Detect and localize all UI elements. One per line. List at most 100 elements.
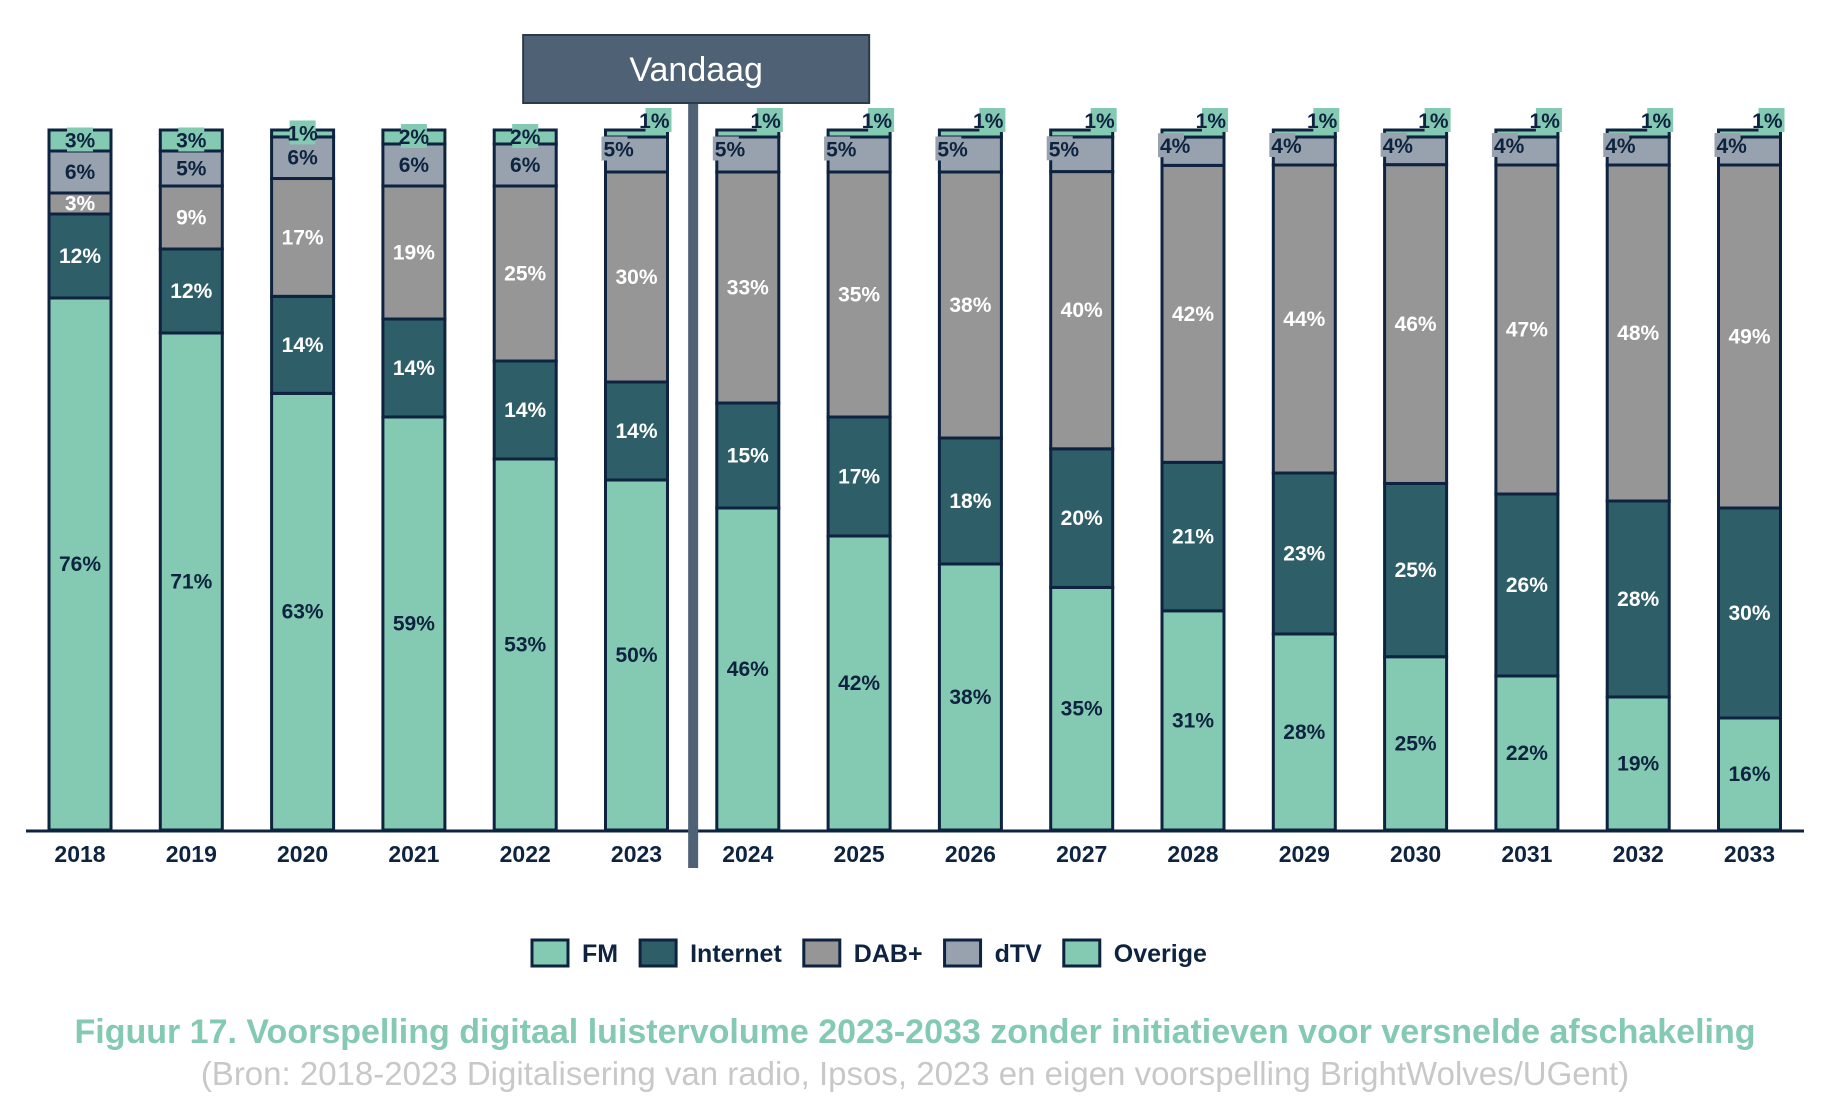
legend-swatch bbox=[1062, 938, 1102, 968]
x-tick-label: 2026 bbox=[945, 841, 996, 867]
data-label: 44% bbox=[1283, 308, 1325, 331]
data-label: 19% bbox=[1617, 753, 1659, 776]
legend-swatch bbox=[530, 938, 570, 968]
bar-segment-internet bbox=[1271, 471, 1337, 636]
data-label-bg bbox=[178, 127, 205, 152]
legend-label: FM bbox=[582, 940, 618, 968]
data-label-bg bbox=[1714, 133, 1741, 157]
data-label: 5% bbox=[715, 139, 746, 162]
bar-segment-fm bbox=[1605, 695, 1671, 832]
bar-segment-dabplus bbox=[1383, 163, 1449, 485]
x-tick-label: 2021 bbox=[388, 841, 439, 867]
data-label: 46% bbox=[1395, 313, 1437, 336]
bar-segment-dabplus bbox=[270, 177, 336, 298]
data-label: 30% bbox=[1728, 602, 1770, 625]
x-tick-label: 2033 bbox=[1724, 841, 1775, 867]
data-label-bg bbox=[289, 120, 316, 145]
data-label-bg bbox=[1380, 132, 1407, 157]
data-label-bg bbox=[1758, 108, 1785, 132]
bar-segment-internet bbox=[270, 294, 336, 395]
data-label: 4% bbox=[1160, 135, 1191, 158]
data-label: 25% bbox=[1395, 559, 1437, 582]
data-label: 53% bbox=[504, 634, 546, 657]
bar-segment-dabplus bbox=[1494, 163, 1560, 496]
data-label: 20% bbox=[1061, 507, 1103, 530]
data-label: 6% bbox=[510, 154, 541, 177]
data-label: 47% bbox=[1506, 319, 1548, 342]
data-label: 33% bbox=[727, 277, 769, 300]
data-label: 59% bbox=[393, 613, 435, 636]
data-label: 3% bbox=[65, 130, 96, 153]
data-label: 4% bbox=[1383, 135, 1414, 158]
data-label-bg bbox=[1491, 133, 1518, 157]
data-label: 6% bbox=[399, 154, 430, 177]
data-label: 3% bbox=[176, 130, 207, 153]
data-label-bg bbox=[1313, 108, 1340, 132]
data-label-bg bbox=[1046, 136, 1073, 161]
data-label-bg bbox=[601, 136, 628, 161]
data-label: 42% bbox=[1172, 303, 1214, 326]
bar-segment-internet bbox=[1717, 506, 1782, 720]
bar-segment-dabplus bbox=[1605, 163, 1671, 503]
bar-segment-dabplus bbox=[715, 170, 781, 405]
data-label: 2% bbox=[399, 126, 430, 149]
data-label-bg bbox=[512, 152, 539, 176]
data-label-bg bbox=[178, 155, 205, 180]
data-label-bg bbox=[1269, 133, 1296, 157]
data-label: 5% bbox=[176, 158, 207, 181]
data-label: 38% bbox=[949, 294, 991, 317]
bar-segment-fm bbox=[492, 457, 558, 832]
bar-segment-overige bbox=[715, 128, 781, 139]
figure-source: (Bron: 2018-2023 Digitalisering van radi… bbox=[200, 1055, 1630, 1092]
bar-segment-overige bbox=[1049, 128, 1115, 139]
bar-segment-fm bbox=[604, 478, 669, 832]
data-label: 1% bbox=[1418, 110, 1449, 133]
data-label-bg bbox=[979, 108, 1006, 132]
bar-segment-internet bbox=[826, 415, 892, 538]
legend-label: dTV bbox=[995, 940, 1043, 968]
data-label: 9% bbox=[176, 207, 207, 230]
data-label: 23% bbox=[1283, 543, 1325, 566]
legend-label: Internet bbox=[690, 940, 782, 968]
data-label-bg bbox=[935, 136, 962, 161]
bar-segment-overige bbox=[937, 128, 1003, 139]
data-label: 5% bbox=[604, 139, 635, 162]
bar-segment-fm bbox=[381, 415, 447, 832]
data-label: 3% bbox=[65, 193, 96, 216]
data-label: 16% bbox=[1728, 763, 1770, 786]
bar-segment-internet bbox=[47, 212, 113, 300]
data-label-bg bbox=[1424, 108, 1451, 132]
data-label: 14% bbox=[282, 334, 324, 357]
data-label: 5% bbox=[826, 139, 857, 162]
data-label: 19% bbox=[393, 242, 435, 265]
data-label: 18% bbox=[949, 490, 991, 513]
x-tick-label: 2022 bbox=[500, 841, 551, 867]
bar-segment-fm bbox=[270, 391, 336, 832]
data-label: 12% bbox=[59, 245, 101, 268]
data-label: 12% bbox=[170, 280, 212, 303]
bar-segment-dabplus bbox=[158, 184, 224, 251]
data-label: 1% bbox=[1307, 110, 1338, 133]
bar-segment-internet bbox=[1049, 447, 1115, 589]
data-label: 31% bbox=[1172, 709, 1214, 732]
data-label: 5% bbox=[1049, 138, 1080, 161]
bar-segment-dabplus bbox=[604, 170, 669, 384]
data-label: 17% bbox=[282, 226, 324, 249]
data-label: 4% bbox=[1271, 135, 1302, 158]
data-label: 5% bbox=[937, 139, 968, 162]
data-label: 25% bbox=[1395, 732, 1437, 755]
bar-segment-fm bbox=[937, 562, 1003, 832]
data-label: 1% bbox=[1752, 110, 1783, 133]
data-label: 1% bbox=[973, 110, 1004, 133]
legend-label: DAB+ bbox=[854, 940, 923, 968]
bar-segment-fm bbox=[47, 296, 113, 832]
bar-segment-fm bbox=[1271, 632, 1337, 832]
stacked-bar-chart: 76% 12% 3% 6% 3% 2018 71% 12% 9% 5% 3% 2019 63% 14% 17… bbox=[26, 34, 1804, 968]
data-label: 1% bbox=[1530, 110, 1561, 133]
x-tick-label: 2028 bbox=[1167, 841, 1218, 867]
today-marker-box bbox=[522, 34, 871, 104]
bar-segment-fm bbox=[1049, 585, 1115, 832]
bar-segment-internet bbox=[937, 436, 1003, 566]
data-label: 4% bbox=[1494, 135, 1525, 158]
bar-segment-overige bbox=[604, 128, 669, 139]
